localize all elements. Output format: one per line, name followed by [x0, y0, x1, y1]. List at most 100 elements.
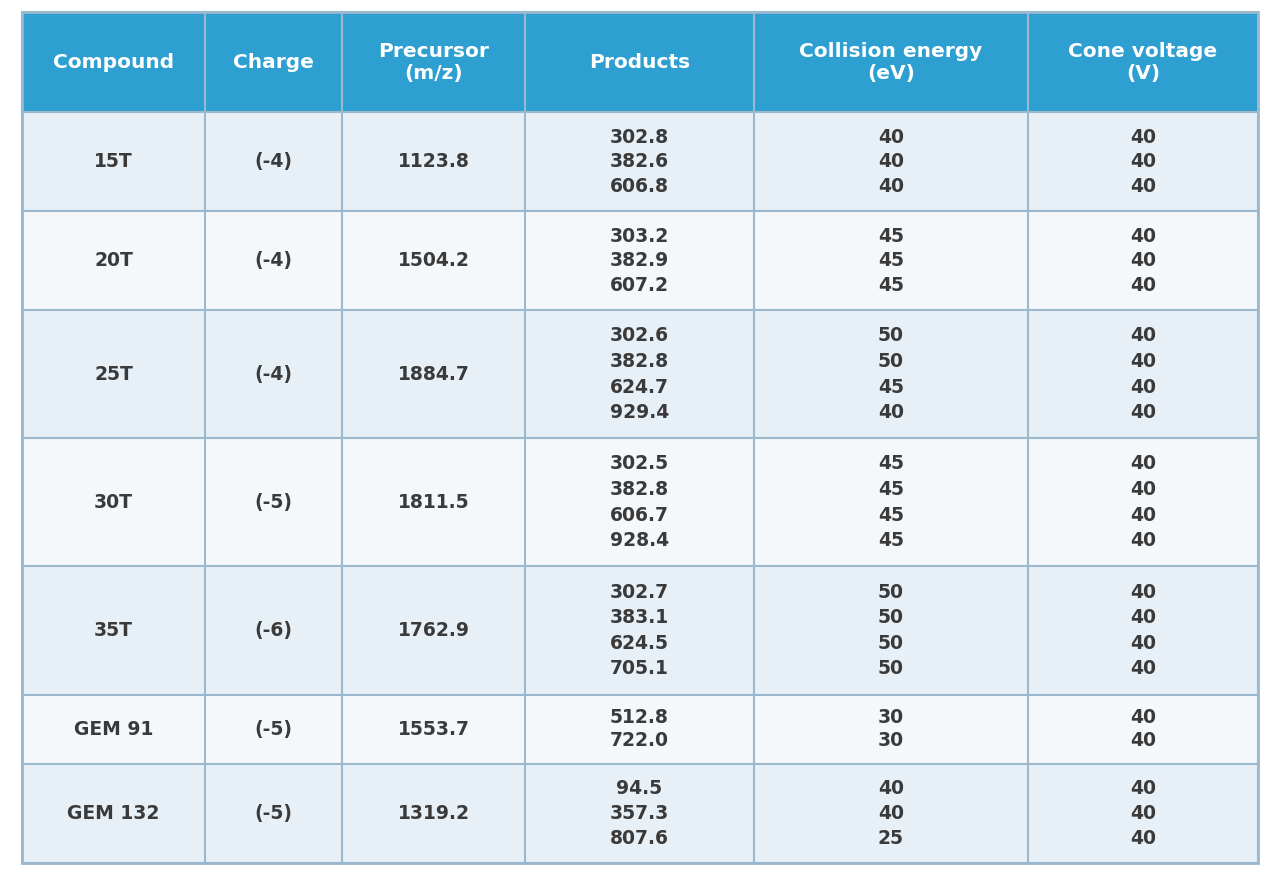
Text: (-5): (-5) — [255, 493, 293, 512]
FancyBboxPatch shape — [22, 438, 1258, 566]
Text: 94.5: 94.5 — [616, 780, 663, 798]
Text: Precursor
(m/z): Precursor (m/z) — [378, 42, 489, 83]
Text: Products: Products — [589, 52, 690, 72]
Text: 1504.2: 1504.2 — [398, 251, 470, 270]
Text: 1811.5: 1811.5 — [398, 493, 470, 512]
Text: 382.6: 382.6 — [609, 152, 669, 172]
Text: 606.8: 606.8 — [609, 177, 669, 196]
Text: 382.8: 382.8 — [609, 480, 669, 499]
Text: 50: 50 — [878, 634, 904, 653]
Text: Collision energy
(eV): Collision energy (eV) — [799, 42, 983, 83]
Text: 40: 40 — [1130, 608, 1156, 627]
Text: 302.8: 302.8 — [609, 128, 669, 147]
Text: 40: 40 — [1130, 152, 1156, 172]
Text: 40: 40 — [1130, 804, 1156, 823]
Text: 50: 50 — [878, 326, 904, 346]
Text: 15T: 15T — [95, 152, 133, 172]
Text: 40: 40 — [1130, 251, 1156, 270]
Text: 302.6: 302.6 — [609, 326, 669, 346]
Text: 40: 40 — [1130, 128, 1156, 147]
Text: 40: 40 — [1130, 732, 1156, 751]
Text: 25: 25 — [878, 829, 904, 848]
Text: 357.3: 357.3 — [609, 804, 669, 823]
Text: 624.7: 624.7 — [609, 377, 669, 396]
Text: 50: 50 — [878, 660, 904, 678]
FancyBboxPatch shape — [22, 310, 1258, 438]
Text: 382.9: 382.9 — [609, 251, 669, 270]
Text: 40: 40 — [1130, 506, 1156, 525]
Text: 45: 45 — [878, 227, 904, 246]
Text: 50: 50 — [878, 583, 904, 601]
Text: 807.6: 807.6 — [609, 829, 669, 848]
Text: Compound: Compound — [52, 52, 174, 72]
Text: 30T: 30T — [93, 493, 133, 512]
FancyBboxPatch shape — [22, 12, 1258, 112]
Text: 606.7: 606.7 — [609, 506, 669, 525]
Text: 1319.2: 1319.2 — [398, 804, 470, 823]
Text: 30: 30 — [878, 732, 904, 751]
Text: 929.4: 929.4 — [609, 403, 669, 422]
Text: 40: 40 — [1130, 276, 1156, 295]
Text: 1553.7: 1553.7 — [398, 720, 470, 738]
Text: 40: 40 — [1130, 708, 1156, 727]
Text: 722.0: 722.0 — [609, 732, 669, 751]
Text: Cone voltage
(V): Cone voltage (V) — [1069, 42, 1217, 83]
Text: 40: 40 — [878, 403, 904, 422]
Text: 40: 40 — [1130, 403, 1156, 422]
Text: 928.4: 928.4 — [609, 531, 669, 550]
Text: 705.1: 705.1 — [611, 660, 669, 678]
Text: 607.2: 607.2 — [609, 276, 669, 295]
Text: 40: 40 — [878, 780, 904, 798]
Text: 40: 40 — [1130, 352, 1156, 371]
Text: 40: 40 — [1130, 454, 1156, 473]
Text: 50: 50 — [878, 352, 904, 371]
Text: 382.8: 382.8 — [609, 352, 669, 371]
Text: 45: 45 — [878, 276, 904, 295]
Text: 40: 40 — [878, 128, 904, 147]
Text: 40: 40 — [878, 177, 904, 196]
FancyBboxPatch shape — [22, 695, 1258, 764]
Text: (-4): (-4) — [255, 152, 293, 172]
Text: 303.2: 303.2 — [609, 227, 669, 246]
Text: 25T: 25T — [93, 365, 133, 384]
Text: 302.7: 302.7 — [609, 583, 669, 601]
Text: 1123.8: 1123.8 — [398, 152, 470, 172]
Text: 40: 40 — [1130, 227, 1156, 246]
Text: 35T: 35T — [93, 621, 133, 640]
Text: 45: 45 — [878, 480, 904, 499]
Text: 45: 45 — [878, 531, 904, 550]
Text: 1884.7: 1884.7 — [398, 365, 470, 384]
Text: 30: 30 — [878, 708, 904, 727]
Text: 383.1: 383.1 — [609, 608, 669, 627]
Text: 40: 40 — [1130, 660, 1156, 678]
Text: 20T: 20T — [93, 251, 133, 270]
Text: (-4): (-4) — [255, 365, 293, 384]
Text: GEM 91: GEM 91 — [74, 720, 154, 738]
Text: 624.5: 624.5 — [609, 634, 669, 653]
Text: 40: 40 — [878, 152, 904, 172]
Text: (-5): (-5) — [255, 720, 293, 738]
Text: 40: 40 — [1130, 377, 1156, 396]
Text: GEM 132: GEM 132 — [68, 804, 160, 823]
Text: 1762.9: 1762.9 — [398, 621, 470, 640]
FancyBboxPatch shape — [22, 764, 1258, 863]
FancyBboxPatch shape — [22, 211, 1258, 310]
Text: Charge: Charge — [233, 52, 314, 72]
Text: 40: 40 — [878, 804, 904, 823]
Text: 50: 50 — [878, 608, 904, 627]
Text: 512.8: 512.8 — [611, 708, 669, 727]
Text: (-4): (-4) — [255, 251, 293, 270]
Text: 40: 40 — [1130, 829, 1156, 848]
Text: 40: 40 — [1130, 634, 1156, 653]
Text: 302.5: 302.5 — [609, 454, 669, 473]
Text: (-5): (-5) — [255, 804, 293, 823]
Text: 40: 40 — [1130, 480, 1156, 499]
Text: 40: 40 — [1130, 583, 1156, 601]
Text: 45: 45 — [878, 506, 904, 525]
Text: 40: 40 — [1130, 531, 1156, 550]
Text: 45: 45 — [878, 251, 904, 270]
Text: 40: 40 — [1130, 326, 1156, 346]
Text: 40: 40 — [1130, 177, 1156, 196]
Text: 45: 45 — [878, 377, 904, 396]
Text: 40: 40 — [1130, 780, 1156, 798]
